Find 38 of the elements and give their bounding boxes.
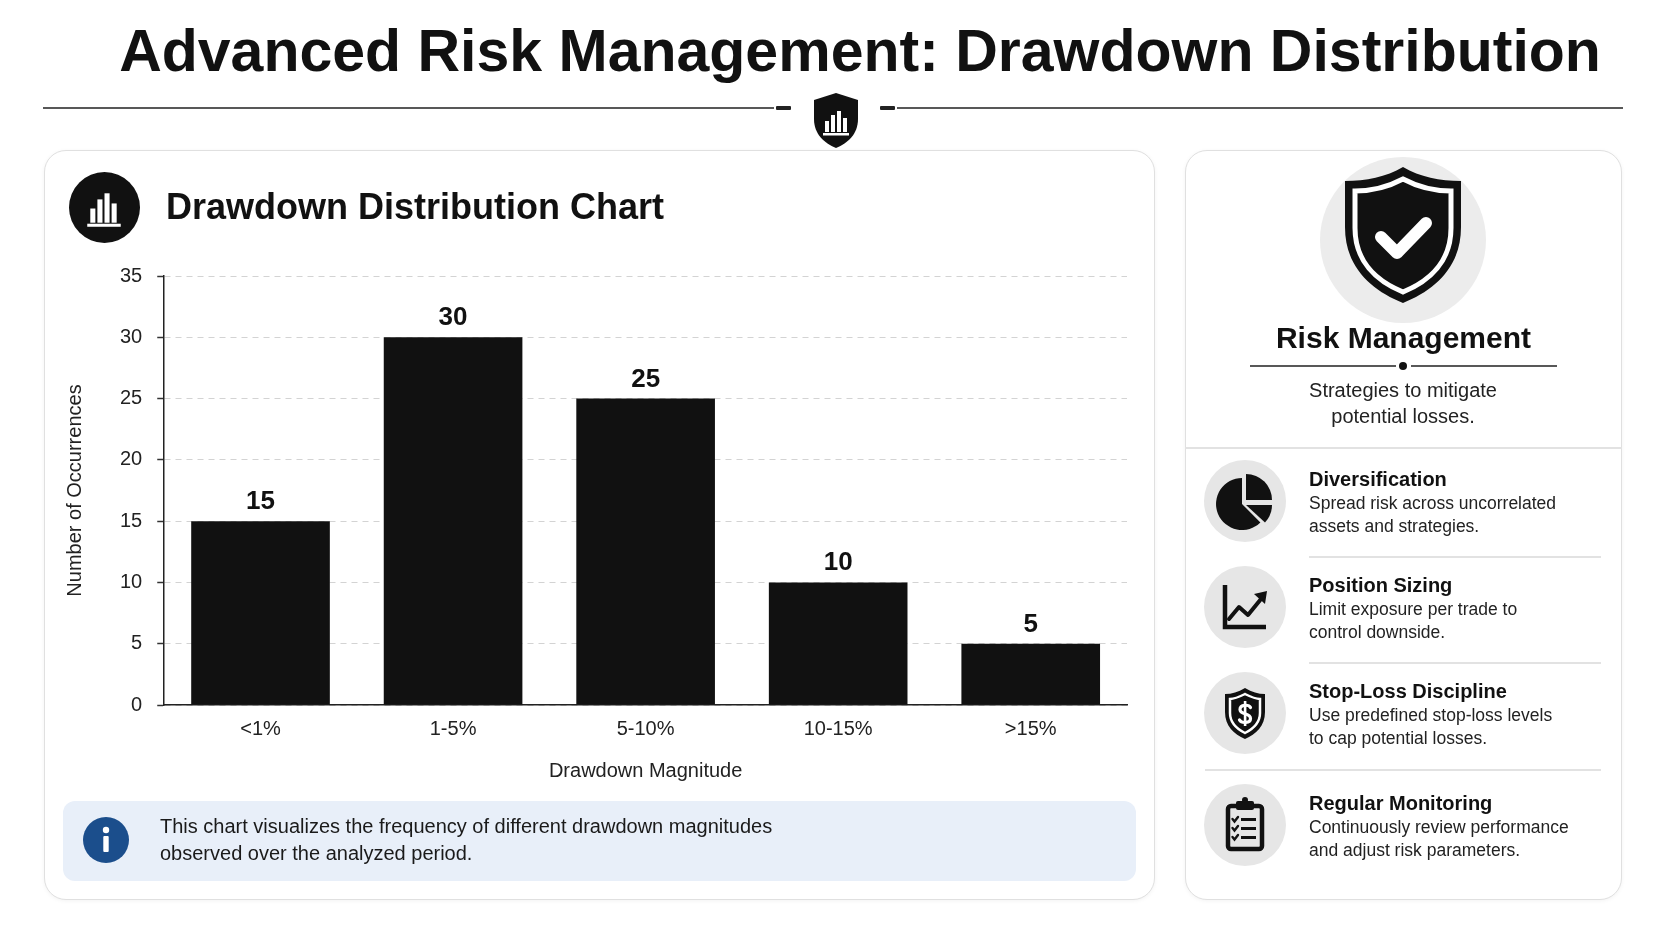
text: Spread risk across uncorrelated assets and strategies. — [1309, 492, 1558, 538]
y-tick-label: 5 — [131, 631, 143, 654]
x-tick-label: 10-15% — [803, 716, 873, 739]
data-label: 15 — [246, 485, 275, 516]
y-tick-label: 25 — [120, 386, 143, 409]
chart-subtitle: Drawdown Distribution Chart — [166, 185, 664, 229]
y-tick-label: 20 — [120, 447, 143, 470]
text: Continuously review performance and adjust risk parameters. — [1309, 816, 1570, 862]
y-axis-title: Number of Occurrences — [62, 384, 85, 597]
text: Limit exposure per trade to control downside. — [1309, 598, 1519, 644]
x-tick-label: <1% — [240, 716, 282, 739]
y-tick-label: 15 — [120, 508, 143, 531]
data-label: 25 — [631, 362, 661, 393]
text: Use predefined stop-loss levels to cap potential losses. — [1309, 704, 1554, 750]
text: Strategies to mitigate potential losses. — [1308, 378, 1498, 429]
data-label: 10 — [823, 546, 853, 577]
y-tick-label: 35 — [120, 263, 143, 286]
bar — [961, 643, 1101, 705]
text: Stop-Loss Discipline — [1309, 679, 1507, 704]
text: Diversification — [1309, 467, 1447, 492]
x-tick-label: 5-10% — [616, 716, 675, 739]
chart-title: Advanced Risk Management: Drawdown Distribution — [118, 18, 1602, 84]
bar — [191, 521, 330, 705]
text: Regular Monitoring — [1309, 791, 1493, 816]
y-tick-label: 30 — [120, 324, 143, 347]
x-tick-label: 1-5% — [429, 716, 477, 739]
x-axis-title: Drawdown Magnitude — [548, 758, 743, 781]
y-tick-label: 0 — [131, 692, 143, 715]
bar — [576, 398, 715, 705]
data-label: 5 — [1023, 607, 1038, 638]
x-tick-label: >15% — [1004, 716, 1057, 739]
bar — [768, 582, 908, 705]
text: This chart visualizes the frequency of different drawdown magnitudes observed over the analyzed period. — [160, 814, 774, 866]
bar — [383, 337, 523, 705]
y-tick-label: 10 — [120, 569, 143, 592]
text: Risk Management — [1274, 320, 1533, 356]
data-label: 30 — [438, 301, 468, 332]
text: Position Sizing — [1309, 573, 1453, 598]
